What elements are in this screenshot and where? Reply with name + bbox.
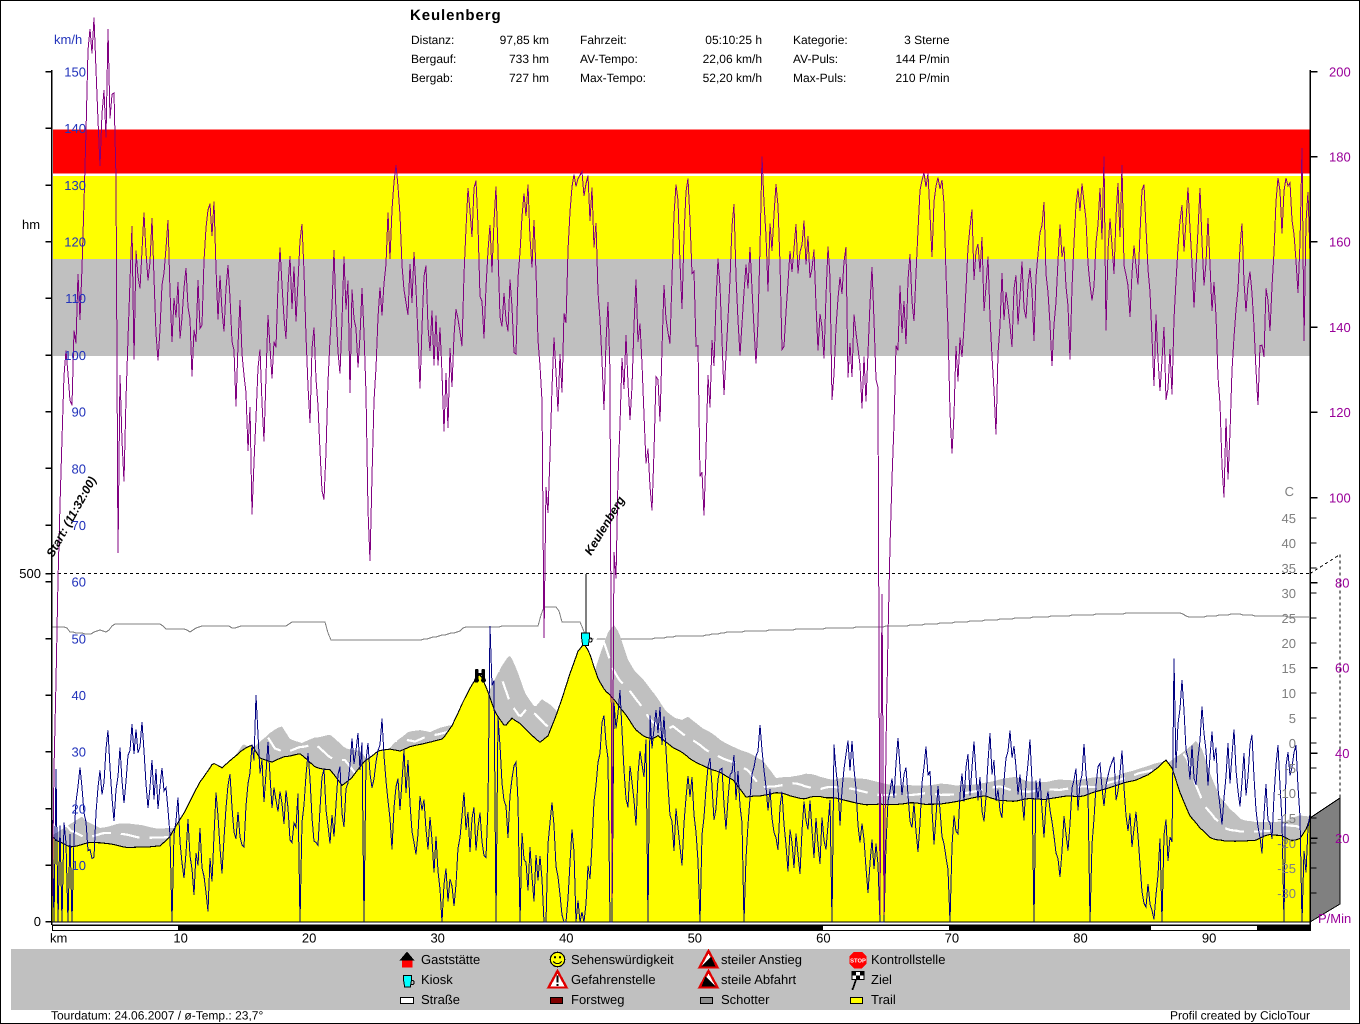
svg-text:15: 15 (1282, 661, 1296, 676)
svg-text:Gefahrenstelle: Gefahrenstelle (571, 972, 656, 987)
svg-text:10: 10 (72, 858, 86, 873)
svg-text:0: 0 (34, 914, 41, 929)
svg-text:40: 40 (1335, 746, 1349, 761)
svg-text:70: 70 (72, 518, 86, 533)
svg-text:52,20 km/h: 52,20 km/h (703, 71, 762, 85)
svg-text:97,85 km: 97,85 km (500, 33, 549, 47)
svg-text:STOP: STOP (850, 957, 866, 964)
svg-text:200: 200 (1329, 64, 1351, 79)
svg-text:120: 120 (64, 235, 86, 250)
svg-text:20: 20 (302, 931, 316, 946)
svg-text:40: 40 (559, 931, 573, 946)
svg-text:22,06 km/h: 22,06 km/h (703, 52, 762, 66)
svg-text:60: 60 (1335, 661, 1349, 676)
svg-text:0: 0 (1289, 736, 1296, 751)
svg-text:180: 180 (1329, 150, 1351, 165)
svg-text:-5: -5 (1284, 761, 1296, 776)
svg-text:160: 160 (1329, 235, 1351, 250)
svg-text:130: 130 (64, 178, 86, 193)
svg-text:60: 60 (816, 931, 830, 946)
svg-text:Tourdatum: 24.06.2007 / ø-Te: Tourdatum: 24.06.2007 / ø-Temp.: 23,7° (51, 1009, 263, 1023)
svg-text:Kategorie:: Kategorie: (793, 33, 848, 47)
svg-text:40: 40 (72, 688, 86, 703)
svg-text:50: 50 (688, 931, 702, 946)
svg-text:140: 140 (64, 121, 86, 136)
svg-text:Trail: Trail (871, 992, 896, 1007)
svg-text:144 P/min: 144 P/min (895, 52, 949, 66)
svg-text:110: 110 (65, 291, 86, 306)
svg-text:C: C (1285, 484, 1294, 499)
svg-text:20: 20 (72, 801, 86, 816)
svg-text:km/h: km/h (54, 32, 82, 47)
svg-text:100: 100 (64, 348, 86, 363)
svg-text:30: 30 (72, 745, 86, 760)
svg-text:AV-Tempo:: AV-Tempo: (580, 52, 638, 66)
svg-text:Fahrzeit:: Fahrzeit: (580, 33, 627, 47)
svg-text:Bergauf:: Bergauf: (411, 52, 456, 66)
svg-text:140: 140 (1329, 320, 1351, 335)
svg-text:30: 30 (430, 931, 444, 946)
svg-text:-15: -15 (1277, 811, 1296, 826)
svg-text:35: 35 (1282, 561, 1296, 576)
svg-text:Bergab:: Bergab: (411, 71, 453, 85)
svg-text:AV-Puls:: AV-Puls: (793, 52, 838, 66)
svg-text:Schotter: Schotter (721, 992, 770, 1007)
svg-text:Straße: Straße (421, 992, 460, 1007)
svg-text:Sehenswürdigkeit: Sehenswürdigkeit (571, 952, 674, 967)
svg-text:90: 90 (72, 405, 86, 420)
svg-text:Forstweg: Forstweg (571, 992, 624, 1007)
svg-text:Max-Puls:: Max-Puls: (793, 71, 846, 85)
svg-text:150: 150 (64, 65, 86, 80)
svg-text:Keulenberg: Keulenberg (410, 7, 502, 24)
svg-text:60: 60 (72, 575, 86, 590)
svg-text:-25: -25 (1277, 861, 1296, 876)
svg-text:-10: -10 (1277, 786, 1296, 801)
svg-text:80: 80 (72, 461, 86, 476)
svg-text:50: 50 (72, 631, 86, 646)
svg-text:90: 90 (1202, 931, 1216, 946)
svg-text:Distanz:: Distanz: (411, 33, 454, 47)
svg-text:80: 80 (1335, 576, 1349, 591)
svg-text:hm: hm (22, 217, 40, 232)
svg-text:Profil created by CicloTour: Profil created by CicloTour (1170, 1009, 1310, 1023)
svg-text:-30: -30 (1277, 886, 1296, 901)
svg-text:10: 10 (1282, 686, 1296, 701)
svg-text:Kontrollstelle: Kontrollstelle (871, 952, 945, 967)
svg-text:20: 20 (1282, 636, 1296, 651)
svg-text:Max-Tempo:: Max-Tempo: (580, 71, 646, 85)
svg-text:40: 40 (1282, 536, 1296, 551)
svg-text:727 hm: 727 hm (509, 71, 549, 85)
svg-text:Kiosk: Kiosk (421, 972, 453, 987)
svg-text:steiler Anstieg: steiler Anstieg (721, 952, 802, 967)
svg-text:80: 80 (1073, 931, 1087, 946)
svg-text:500: 500 (19, 566, 41, 581)
svg-text:Gaststätte: Gaststätte (421, 952, 480, 967)
svg-text:30: 30 (1282, 586, 1296, 601)
svg-text:70: 70 (945, 931, 959, 946)
svg-text:-20: -20 (1277, 836, 1296, 851)
svg-text:120: 120 (1329, 405, 1351, 420)
svg-text:Ziel: Ziel (871, 972, 892, 987)
svg-text:20: 20 (1335, 831, 1349, 846)
svg-text:P/Min: P/Min (1318, 911, 1351, 926)
svg-text:210 P/min: 210 P/min (895, 71, 949, 85)
svg-text:5: 5 (1289, 711, 1296, 726)
svg-text:45: 45 (1282, 511, 1296, 526)
svg-text:10: 10 (173, 931, 187, 946)
svg-text:05:10:25 h: 05:10:25 h (705, 33, 762, 47)
svg-text:25: 25 (1282, 611, 1296, 626)
svg-text:100: 100 (1329, 490, 1351, 505)
svg-text:km: km (50, 931, 67, 946)
svg-text:3 Sterne: 3 Sterne (904, 33, 950, 47)
svg-text:733 hm: 733 hm (509, 52, 549, 66)
svg-text:steile Abfahrt: steile Abfahrt (721, 972, 797, 987)
